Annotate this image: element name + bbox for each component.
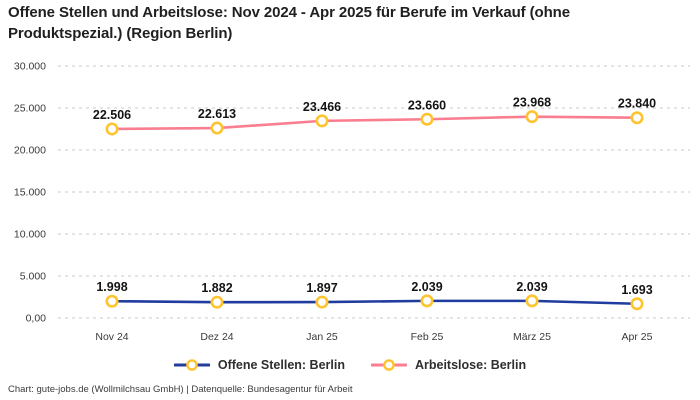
data-point-label: 1.897 <box>306 281 337 295</box>
data-point-marker[interactable] <box>315 114 329 128</box>
data-point-label: 1.882 <box>201 281 232 295</box>
data-point-marker[interactable] <box>105 122 119 136</box>
y-axis-tick-label: 25.000 <box>14 103 46 115</box>
line-chart-plot-area: 30.000 25.000 20.000 15.000 10.000 5.000 0,00 N… <box>14 61 690 343</box>
legend-item[interactable]: Offene Stellen: Berlin <box>173 358 345 372</box>
legend-label: Arbeitslose: Berlin <box>414 358 527 372</box>
data-point-marker[interactable] <box>630 111 644 125</box>
x-axis-tick-label: Jan 25 <box>306 331 338 343</box>
chart-title: Offene Stellen und Arbeitslose: Nov 2024… <box>8 4 570 42</box>
data-point-label: 2.039 <box>516 280 547 294</box>
x-axis-tick-label: Dez 24 <box>200 331 233 343</box>
data-point-label: 2.039 <box>411 280 442 294</box>
legend-label: Offene Stellen: Berlin <box>217 358 345 372</box>
chart-credit: Chart: gute-jobs.de (Wollmilchsau GmbH) … <box>8 384 353 395</box>
y-axis-tick-label: 0,00 <box>26 313 47 325</box>
y-axis-tick-label: 10.000 <box>14 229 46 241</box>
x-axis-tick-label: Apr 25 <box>622 331 653 343</box>
data-point-label: 1.998 <box>96 280 127 294</box>
legend-item[interactable]: Arbeitslose: Berlin <box>370 358 527 372</box>
data-point-label: 23.466 <box>303 100 341 114</box>
x-axis-tick-label: März 25 <box>513 331 551 343</box>
data-point-marker[interactable] <box>525 110 539 124</box>
data-point-marker[interactable] <box>210 121 224 135</box>
data-point-marker[interactable] <box>525 294 539 308</box>
y-axis-tick-label: 15.000 <box>14 187 46 199</box>
x-axis-tick-label: Nov 24 <box>95 331 128 343</box>
data-point-marker[interactable] <box>105 294 119 308</box>
legend-marker-icon <box>370 359 407 371</box>
data-point-marker[interactable] <box>420 294 434 308</box>
data-point-marker[interactable] <box>210 295 224 309</box>
legend-marker-icon <box>173 359 210 371</box>
y-axis-tick-label: 20.000 <box>14 145 46 157</box>
data-point-label: 23.968 <box>513 96 551 110</box>
data-point-label: 23.840 <box>618 97 656 111</box>
data-point-label: 23.660 <box>408 98 446 112</box>
chart-legend: Offene Stellen: Berlin Arbeitslose: Berli… <box>0 358 700 372</box>
data-point-marker[interactable] <box>630 297 644 311</box>
data-point-marker[interactable] <box>315 295 329 309</box>
data-point-label: 1.693 <box>621 283 652 297</box>
y-axis-tick-label: 30.000 <box>14 61 46 73</box>
y-axis-tick-label: 5.000 <box>20 271 46 283</box>
x-axis-tick-label: Feb 25 <box>411 331 444 343</box>
series-line <box>110 299 639 306</box>
data-point-marker[interactable] <box>420 112 434 126</box>
series-line <box>110 115 639 131</box>
data-point-label: 22.506 <box>93 108 131 122</box>
data-point-label: 22.613 <box>198 107 236 121</box>
